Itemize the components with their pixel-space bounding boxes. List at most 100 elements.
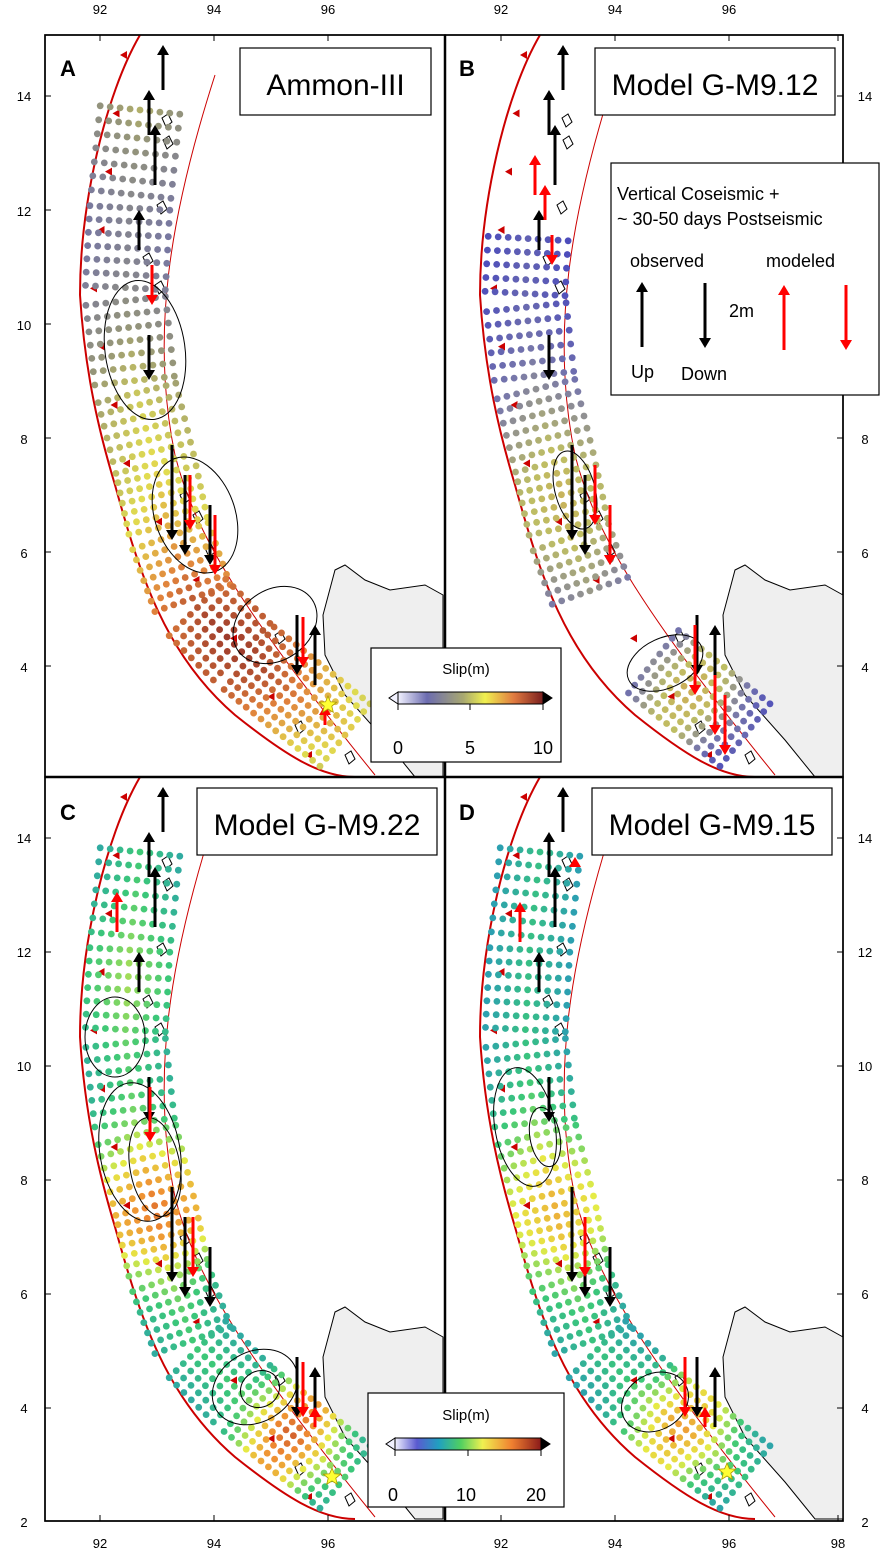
- slip-dot: [715, 748, 722, 756]
- slip-dot: [545, 1178, 553, 1186]
- slip-dot: [723, 1420, 731, 1428]
- slip-dot: [133, 518, 140, 526]
- slip-dot: [187, 1180, 194, 1188]
- slip-dot: [136, 947, 144, 954]
- slip-dot: [692, 730, 700, 738]
- trench-tooth: [555, 1259, 562, 1268]
- panel-a-title: Ammon-III: [266, 69, 404, 102]
- slip-dot: [181, 1157, 189, 1164]
- slip-dot: [318, 1442, 326, 1449]
- slip-dot: [93, 256, 101, 263]
- slip-dot: [705, 651, 713, 659]
- slip-dot: [643, 666, 651, 673]
- slip-dot: [323, 1420, 331, 1428]
- slip-dot: [165, 962, 173, 969]
- slip-dot: [271, 1455, 278, 1463]
- slip-dot: [94, 399, 102, 406]
- slip-dot: [651, 1347, 659, 1355]
- slip-dot: [493, 261, 501, 268]
- slip-dot: [114, 243, 121, 251]
- slip-dot: [133, 258, 141, 265]
- panel-letter-b: B: [459, 56, 475, 81]
- slip-dot: [504, 234, 512, 241]
- slip-dot: [272, 727, 280, 735]
- slip-dot: [504, 985, 512, 993]
- slip-dot: [276, 692, 284, 699]
- back-arc-fault: [163, 74, 376, 776]
- slip-dot: [141, 376, 148, 383]
- slip-dot: [82, 282, 89, 289]
- slip-dot: [298, 1451, 306, 1459]
- slip-dot: [531, 1207, 539, 1214]
- slip-dot: [194, 1346, 201, 1353]
- trench-tooth: [497, 226, 505, 234]
- slip-dot: [667, 1414, 675, 1422]
- slip-dot: [538, 1192, 546, 1200]
- slip-dot: [142, 516, 150, 524]
- slip-dot: [122, 270, 130, 278]
- slip-dot: [326, 1461, 334, 1469]
- slip-dot: [538, 449, 545, 456]
- slip-dot: [98, 353, 106, 361]
- slip-dot: [116, 204, 124, 211]
- slip-dot: [244, 1339, 252, 1347]
- slip-dot: [125, 1272, 133, 1280]
- slip-dot: [237, 1332, 244, 1340]
- slip-dot: [564, 975, 572, 983]
- slip-dot: [693, 744, 701, 752]
- slip-dot: [576, 1271, 584, 1279]
- slip-dot: [172, 625, 180, 633]
- slip-dot: [167, 194, 175, 202]
- slip-dot: [491, 288, 499, 296]
- slip-dot: [514, 318, 522, 326]
- slip-dot: [515, 441, 523, 449]
- slip-dot: [543, 263, 550, 271]
- slip-dot: [563, 1048, 571, 1056]
- slip-dot: [140, 163, 148, 171]
- slip-dot: [525, 1066, 532, 1073]
- panel-d-map: [478, 776, 844, 1520]
- slip-dot: [360, 1450, 368, 1457]
- slip-dot: [93, 998, 101, 1005]
- slip-dot: [155, 961, 163, 969]
- slip-dot: [255, 1430, 263, 1437]
- slip-dot: [677, 1447, 685, 1455]
- slip-dot: [202, 543, 210, 551]
- slip-dot: [122, 1026, 129, 1033]
- slip-dot: [544, 974, 552, 981]
- slip-dot: [594, 1323, 602, 1330]
- slip-dot: [502, 275, 510, 282]
- slip-dot: [657, 1457, 665, 1465]
- slip-dot: [115, 118, 122, 126]
- slip-dot: [134, 475, 141, 482]
- slip-dot: [248, 1424, 255, 1432]
- slip-dot: [145, 526, 152, 534]
- slip-dot: [539, 544, 546, 551]
- slip-dot: [555, 327, 563, 335]
- slip-dot: [582, 576, 590, 584]
- slip-dot: [552, 300, 560, 308]
- slip-dot: [568, 1309, 576, 1316]
- slip-dot: [623, 1346, 630, 1354]
- slip-dot: [507, 930, 515, 938]
- slip-dot: [185, 1326, 193, 1334]
- slip-dot: [524, 476, 531, 483]
- slip-dot: [143, 1000, 151, 1008]
- slip-dot: [115, 230, 122, 238]
- slip-dot: [307, 729, 314, 737]
- slip-contour: [232, 585, 318, 665]
- slip-dot: [551, 1291, 559, 1299]
- trench-tooth: [630, 634, 637, 643]
- slip-dot: [250, 1451, 257, 1459]
- slip-dot: [560, 456, 568, 464]
- slip-dot: [174, 124, 182, 132]
- slip-dot: [686, 1391, 694, 1398]
- slip-dot: [587, 1302, 595, 1310]
- slip-dot: [143, 1214, 151, 1222]
- colorbar-c: Slip(m) 0 10 20: [367, 1392, 565, 1508]
- slip-dot: [244, 597, 252, 605]
- island: [556, 200, 568, 215]
- slip-dot: [165, 394, 173, 401]
- slip-dot: [231, 1397, 239, 1405]
- slip-dot: [112, 298, 120, 306]
